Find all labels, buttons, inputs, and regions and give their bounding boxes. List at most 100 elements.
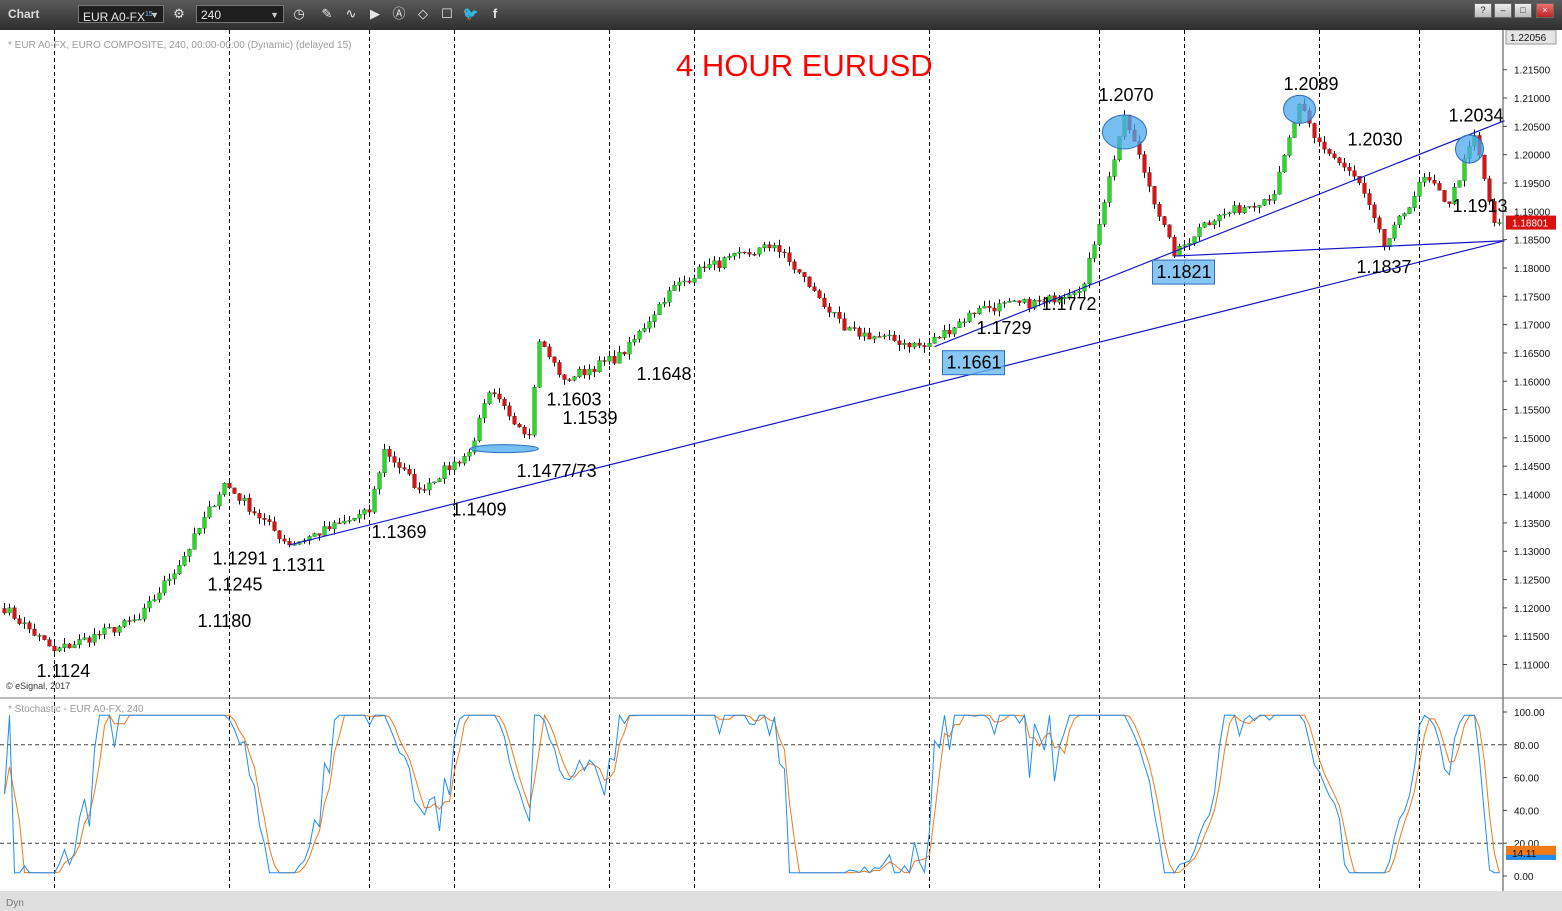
candle-body: [1002, 302, 1007, 304]
candle-body: [1007, 300, 1012, 303]
candle-body: [582, 369, 587, 376]
candle: [37, 633, 42, 642]
candle-body: [1272, 194, 1277, 201]
candle-body: [597, 360, 602, 373]
candle: [1482, 154, 1487, 181]
help-button[interactable]: ?: [1474, 3, 1492, 18]
candle: [752, 252, 757, 257]
candle: [897, 334, 902, 351]
candle: [767, 241, 772, 252]
candle: [1242, 204, 1247, 215]
letter-a-icon[interactable]: Ⓐ: [392, 6, 406, 21]
candle-body: [1387, 238, 1392, 248]
candle: [857, 326, 862, 340]
twitter-icon[interactable]: 🐦: [462, 6, 480, 21]
chevron-down-icon: ▼: [150, 10, 159, 20]
candle-body: [332, 522, 337, 530]
candle: [742, 251, 747, 255]
candle-body: [517, 423, 522, 428]
facebook-icon[interactable]: f: [492, 6, 498, 21]
candle-body: [1322, 141, 1327, 150]
candle-body: [72, 644, 77, 649]
candle-body: [997, 303, 1002, 312]
candle: [92, 628, 97, 646]
tag-icon[interactable]: ◇: [418, 6, 428, 21]
candle: [1342, 157, 1347, 172]
candle: [552, 356, 557, 367]
candle-body: [677, 281, 682, 286]
y-tick-label: 1.16000: [1514, 377, 1551, 388]
candle-body: [27, 622, 32, 630]
annotation-label: 1.1603: [547, 390, 602, 410]
symbol-selector[interactable]: EUR A0-FX15 ▼: [78, 5, 164, 24]
candle: [462, 453, 467, 466]
candle-body: [847, 327, 852, 331]
candle: [182, 551, 187, 567]
candle: [1287, 135, 1292, 158]
y-tick-label: 1.15000: [1514, 434, 1551, 445]
candle: [917, 338, 922, 349]
candle: [247, 493, 252, 515]
candle-body: [1177, 246, 1182, 257]
candle: [792, 259, 797, 274]
candle: [342, 514, 347, 525]
candle-body: [887, 334, 892, 337]
candle-body: [987, 305, 992, 309]
candle: [707, 258, 712, 270]
wave-icon[interactable]: ∿: [345, 6, 357, 21]
close-button[interactable]: ×: [1536, 3, 1554, 18]
pencil-icon[interactable]: ✎: [321, 6, 333, 21]
candle: [1267, 194, 1272, 205]
candle-body: [1187, 243, 1192, 245]
candle: [592, 365, 597, 378]
candle: [1487, 175, 1492, 205]
candle: [67, 642, 72, 649]
annotation-label: 1.1837: [1357, 257, 1412, 277]
clock-icon[interactable]: ◷: [293, 6, 305, 21]
maximize-button[interactable]: □: [1514, 3, 1532, 18]
annotation-label: 1.1913: [1453, 196, 1508, 216]
highlights: [470, 94, 1484, 454]
chart-area[interactable]: 21Jul111626Aug1627Sep11170:00 08/08/2017…: [0, 30, 1562, 911]
time-axis-bar: [0, 891, 1562, 911]
interval-selector[interactable]: 240 ▼: [196, 5, 284, 23]
candle-body: [1487, 178, 1492, 202]
play-icon[interactable]: ▶: [370, 6, 380, 21]
minimize-button[interactable]: –: [1494, 3, 1512, 18]
candle: [1037, 295, 1042, 307]
candle: [647, 316, 652, 333]
candle: [997, 299, 1002, 317]
candle-body: [227, 483, 232, 489]
candle-body: [512, 415, 517, 425]
candle: [1292, 121, 1297, 138]
candle: [967, 310, 972, 324]
candle: [167, 573, 172, 586]
stochastic-caption: * Stochastic - EUR A0-FX, 240: [8, 704, 144, 715]
candle: [577, 366, 582, 378]
candle-body: [937, 336, 942, 339]
candle-body: [957, 321, 962, 328]
candle-body: [7, 607, 12, 614]
candle: [737, 247, 742, 259]
candle-body: [572, 376, 577, 381]
candle: [977, 305, 982, 315]
candle-body: [312, 533, 317, 537]
candle-body: [1317, 137, 1322, 143]
candle: [687, 277, 692, 284]
candle-body: [1497, 222, 1502, 224]
candle: [222, 482, 227, 497]
candle-body: [457, 461, 462, 464]
candle: [422, 484, 427, 493]
candle: [787, 246, 792, 266]
candle-body: [82, 637, 87, 640]
candle-body: [1347, 167, 1352, 171]
gear-icon[interactable]: ⚙: [173, 6, 185, 21]
candle: [1202, 221, 1207, 228]
share-icon[interactable]: ☐: [441, 6, 453, 21]
candle-body: [1277, 171, 1282, 195]
candle: [982, 300, 987, 309]
candle-body: [242, 497, 247, 501]
candle-body: [67, 643, 72, 649]
footer-tag: Dyn: [6, 898, 24, 909]
candle: [622, 351, 627, 356]
